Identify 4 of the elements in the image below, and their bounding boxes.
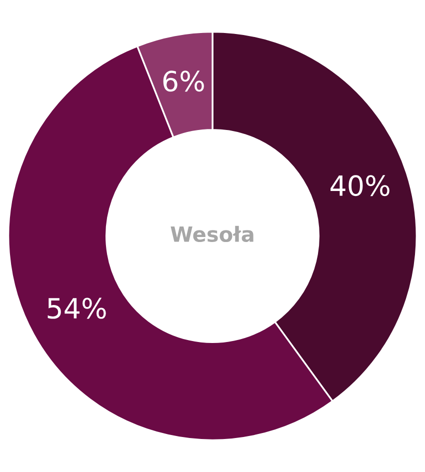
data-label: 40% bbox=[330, 175, 390, 196]
data-label: 6% bbox=[163, 70, 204, 92]
text: Wesoła bbox=[170, 226, 254, 242]
data-label: 54% bbox=[48, 298, 106, 319]
